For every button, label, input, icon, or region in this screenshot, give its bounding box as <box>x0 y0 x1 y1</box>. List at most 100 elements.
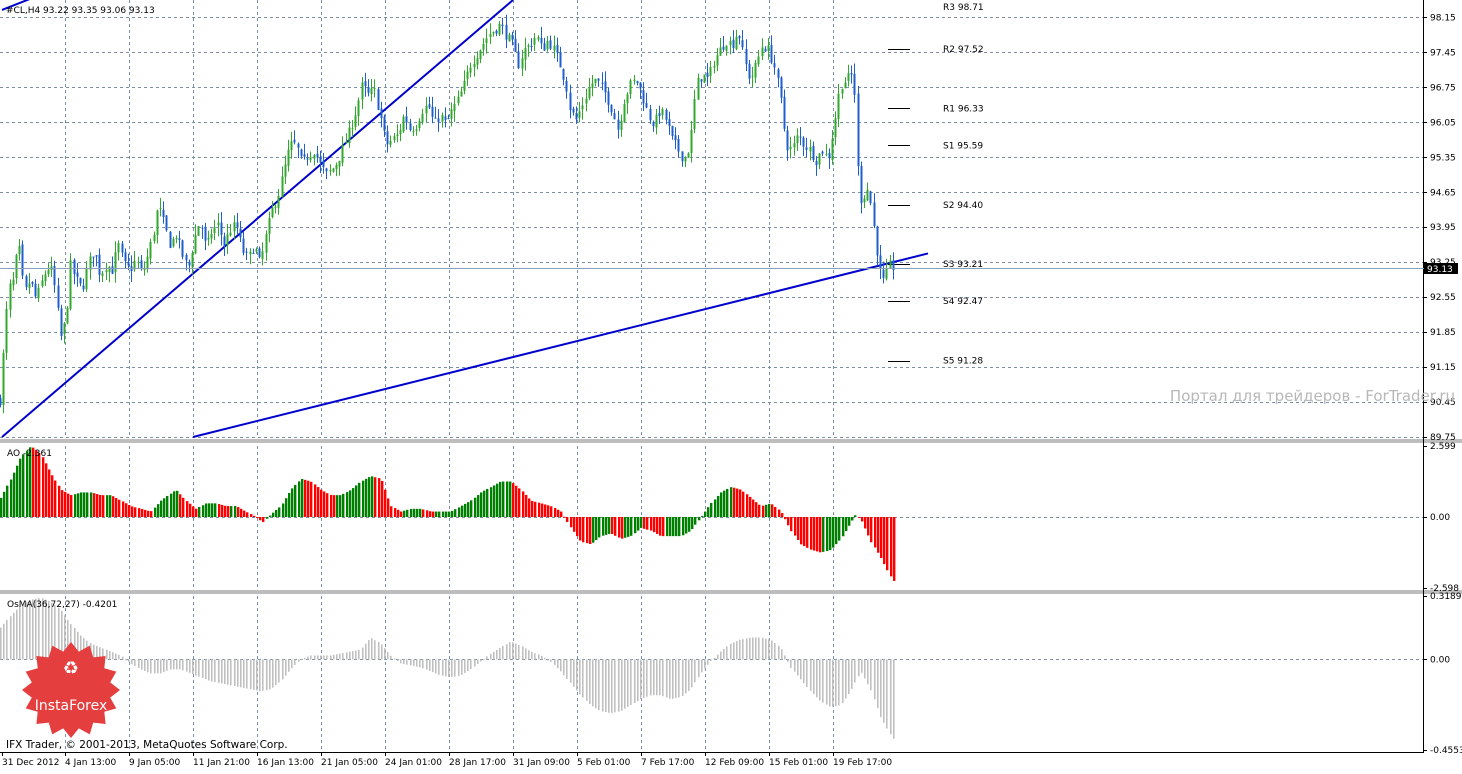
ao-bar <box>410 508 413 518</box>
trendlines[interactable] <box>1 0 929 438</box>
trendline[interactable] <box>1 0 514 438</box>
candle <box>255 247 258 254</box>
osma-bar <box>774 643 776 660</box>
candle <box>393 133 396 143</box>
ao-bar <box>883 517 886 565</box>
time-axis[interactable]: 31 Dec 2012 4 Jan 13:00 9 Jan 05:00 11 Jan … <box>2 752 892 768</box>
osma-bar <box>432 659 434 673</box>
candle <box>485 28 488 54</box>
ao-bar <box>51 475 54 518</box>
osma-bar <box>320 655 322 660</box>
osma-bar <box>698 659 700 678</box>
osma-bar <box>218 659 220 683</box>
osma-title: OsMA(36,72,27) -0.4201 <box>7 600 117 610</box>
ao-bar <box>691 517 694 530</box>
candle <box>271 200 274 219</box>
osma-bar <box>813 659 815 695</box>
ao-bar <box>394 508 397 518</box>
osma-bar <box>874 659 876 700</box>
osma-bar <box>794 659 796 672</box>
osma-bar <box>371 638 373 660</box>
osma-bar <box>435 659 437 674</box>
osma-bar <box>736 641 738 660</box>
ao-bar <box>26 450 29 518</box>
candle <box>850 65 853 84</box>
osma-bar <box>0 627 2 660</box>
ao-bar <box>746 494 749 518</box>
candle <box>533 33 536 51</box>
candle <box>185 253 188 271</box>
candle <box>818 153 821 170</box>
trendline[interactable] <box>192 252 929 438</box>
ao-bar <box>189 503 192 518</box>
osma-bar <box>640 659 642 700</box>
ao-bar <box>509 481 512 518</box>
candle <box>709 60 712 84</box>
time-tick-label: 15 Feb 01:00 <box>769 758 828 768</box>
osma-bar <box>842 659 844 703</box>
ao-bar <box>752 499 755 518</box>
osma-bar <box>496 649 498 660</box>
osma-bar <box>848 659 850 695</box>
candle <box>63 321 66 344</box>
candle <box>780 76 783 104</box>
candle <box>757 50 760 67</box>
osma-bar <box>490 653 492 660</box>
ao-bar <box>266 517 269 519</box>
ao-bar <box>611 517 614 535</box>
osma-bar <box>3 623 5 660</box>
osma-bar <box>778 645 780 660</box>
candle <box>18 238 21 261</box>
ao-bar <box>576 517 579 537</box>
osma-bar <box>355 650 357 660</box>
candle <box>239 221 242 243</box>
candle <box>121 240 124 257</box>
ao-bar <box>86 492 89 518</box>
osma-bar <box>499 647 501 660</box>
osma-bar <box>259 659 261 692</box>
candle <box>194 224 197 255</box>
osma-bar <box>179 659 181 670</box>
ao-bar <box>38 452 41 518</box>
copyright-text: IFX Trader, © 2001-2013, MetaQuotes Soft… <box>6 739 288 751</box>
price-axis[interactable]: 98.1597.4596.7596.0595.3594.6593.9593.25… <box>1423 13 1462 756</box>
candle <box>844 77 847 89</box>
trendline[interactable] <box>1 0 65 11</box>
ao-bar <box>326 493 329 518</box>
candle <box>399 123 402 142</box>
candle <box>418 118 421 132</box>
ao-bar <box>720 492 723 518</box>
ao-bar <box>432 511 435 518</box>
ao-bar <box>192 506 195 518</box>
osma-bar <box>390 655 392 660</box>
osma-bar <box>125 659 127 661</box>
candle <box>693 89 696 134</box>
candle <box>546 36 549 52</box>
osma-bar <box>707 659 709 665</box>
ao-bar <box>803 517 806 547</box>
candle <box>649 104 652 124</box>
osma-bar <box>838 659 840 706</box>
osma-bar <box>122 656 124 660</box>
ao-bar <box>275 510 278 518</box>
osma-bar <box>208 659 210 681</box>
price-tick-label: 94.65 <box>1430 188 1456 198</box>
ao-bar <box>586 517 589 544</box>
ao-bar <box>806 517 809 548</box>
ao-bar <box>234 506 237 518</box>
osma-bar <box>330 655 332 660</box>
osma-bar <box>61 610 63 660</box>
ao-bar <box>560 511 563 518</box>
candle <box>805 137 808 158</box>
ao-bar <box>758 504 761 518</box>
osma-bar <box>646 659 648 697</box>
ao-bar <box>387 498 390 518</box>
price-tick-label: 96.05 <box>1430 118 1456 128</box>
osma-bar <box>288 659 290 672</box>
osma-bar <box>301 659 303 661</box>
candle <box>863 195 866 209</box>
ao-bar <box>358 482 361 518</box>
osma-bar <box>822 659 824 703</box>
